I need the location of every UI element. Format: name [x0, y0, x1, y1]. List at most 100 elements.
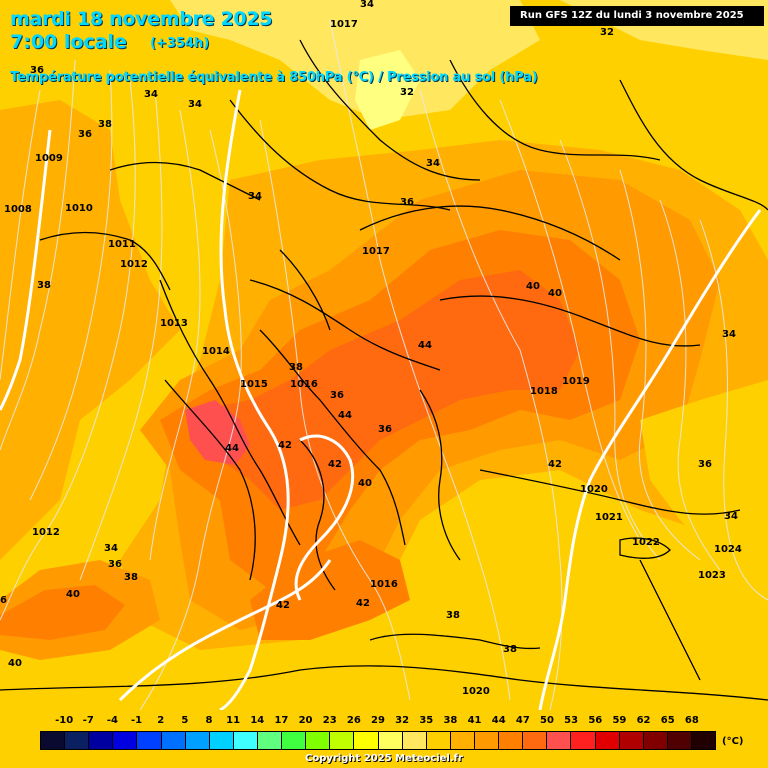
pressure-label: 1020 — [462, 686, 490, 697]
theta-e-label: 38 — [289, 362, 303, 373]
color-scale-swatch — [523, 732, 548, 749]
color-scale-swatch — [667, 732, 692, 749]
coast-aegean-east — [419, 389, 461, 561]
isobar-1022 — [659, 199, 721, 571]
forecast-time: 7:00 locale — [10, 31, 127, 53]
theta-e-label: 40 — [8, 658, 22, 669]
pressure-label: 1015 — [240, 379, 268, 390]
theta-e-label: 38 — [98, 119, 112, 130]
temperature-labels: 34 32 36 34 34 32 38 36 34 36 38 40 40 4… — [0, 0, 738, 669]
theta-e-label: 40 — [526, 281, 540, 292]
pressure-label: 1023 — [698, 570, 726, 581]
color-scale-tick-label: 65 — [660, 715, 675, 726]
isobars — [0, 19, 768, 711]
isobar-1018 — [419, 89, 563, 711]
color-scale-tick-label: 26 — [346, 715, 361, 726]
color-scale-swatch — [499, 732, 524, 749]
color-scale-swatch — [426, 732, 451, 749]
color-scale-tick-label: 2 — [157, 715, 165, 726]
parameter-title: Température potentielle équivalente à 85… — [10, 70, 538, 85]
pressure-label: 1010 — [65, 203, 93, 214]
forecast-lead-time: (+354h) — [150, 36, 210, 51]
model-run-label: Run GFS 12Z du lundi 3 novembre 2025 — [510, 6, 764, 26]
color-scale-tick-label: 53 — [564, 715, 579, 726]
zone-29-north — [170, 0, 540, 120]
isobar-1014 — [149, 109, 201, 561]
border-black-sea — [359, 205, 621, 261]
color-scale-swatch — [571, 732, 596, 749]
zone-41-sw — [0, 585, 125, 640]
theta-e-label: 34 — [724, 511, 738, 522]
color-scale-tick-label: 8 — [205, 715, 213, 726]
color-scale-tick-label: -1 — [131, 715, 143, 726]
color-scale-swatch — [691, 732, 716, 749]
color-scale-swatch — [113, 732, 138, 749]
pressure-label: 1008 — [4, 204, 32, 215]
color-scale-unit: (°C) — [722, 736, 744, 747]
color-scale-swatch — [547, 732, 572, 749]
color-scale-swatch — [137, 732, 162, 749]
isobar-1009 — [0, 89, 41, 381]
pressure-label: 1016 — [370, 579, 398, 590]
color-scale-swatch — [161, 732, 186, 749]
zone-32-east — [640, 380, 768, 560]
pressure-labels: 1017 1009 1008 1010 1011 1012 1013 1014 … — [4, 19, 768, 720]
theta-e-label: 42 — [356, 598, 370, 609]
pressure-label: 1014 — [202, 346, 230, 357]
coast-turkey-south — [479, 469, 741, 515]
theta-e-label: 44 — [338, 410, 352, 421]
color-scale-swatch — [474, 732, 500, 749]
color-scale-tick-label: 23 — [322, 715, 337, 726]
theta-e-label: 32 — [400, 87, 414, 98]
isobar-1017 — [329, 19, 511, 701]
color-scale-tick-label: 29 — [371, 715, 385, 726]
isobar-1015 — [139, 129, 242, 711]
color-scale-tick-label: 38 — [443, 715, 458, 726]
theta-e-label: 34 — [104, 543, 118, 554]
color-scale-swatch — [209, 732, 234, 749]
border-north-3 — [449, 59, 661, 161]
theta-e-label: 36 — [78, 129, 92, 140]
color-scale-tick-label: 35 — [419, 715, 434, 726]
zone-44 — [190, 270, 580, 510]
theta-e-label: 38 — [37, 280, 51, 291]
color-scale-swatch — [330, 732, 355, 749]
theta-e-label: 36 — [400, 197, 414, 208]
color-scale-swatch — [595, 732, 620, 749]
theta-e-line-loop — [294, 434, 355, 601]
theta-e-label: 42 — [276, 600, 290, 611]
color-scale-tick-label: 44 — [491, 715, 506, 726]
color-scale-tick-label: 20 — [298, 715, 313, 726]
color-scale-tick-label: 62 — [636, 715, 651, 726]
isobar-1021 — [619, 169, 701, 561]
color-scale-tick-label: 32 — [395, 715, 410, 726]
theta-e-label: 36 — [330, 390, 344, 401]
zone-26-spot — [355, 50, 420, 130]
pressure-label: 1011 — [108, 239, 136, 250]
color-scale-tick-label: 50 — [540, 715, 554, 726]
color-scale-tick-label: 11 — [226, 715, 241, 726]
pressure-label: 1017 — [330, 19, 358, 30]
border-alps — [109, 161, 261, 201]
coast-adriatic-west — [159, 279, 301, 546]
pressure-label: 1021 — [595, 512, 623, 523]
color-scale-tick-label: -4 — [106, 715, 118, 726]
color-scale-swatch — [65, 732, 90, 749]
border-north-1 — [229, 99, 451, 211]
theta-e-label: 42 — [548, 459, 562, 470]
pressure-label: 1018 — [530, 386, 558, 397]
color-scale-swatch — [619, 732, 644, 749]
theta-e-label: 36 — [30, 65, 44, 76]
border-east-1 — [619, 79, 768, 211]
color-scale-swatch — [185, 732, 210, 749]
pressure-label: 1012 — [32, 527, 60, 538]
pressure-label: 1009 — [35, 153, 63, 164]
color-scale-swatch — [89, 732, 114, 749]
coast-turkey-north — [439, 295, 701, 347]
theta-e-label: 34 — [188, 99, 202, 110]
theta-e-label: 38 — [124, 572, 138, 583]
theta-e-label: 6 — [0, 595, 7, 606]
color-scale-tick-label: 68 — [684, 715, 699, 726]
theta-e-label: 36 — [378, 424, 392, 435]
